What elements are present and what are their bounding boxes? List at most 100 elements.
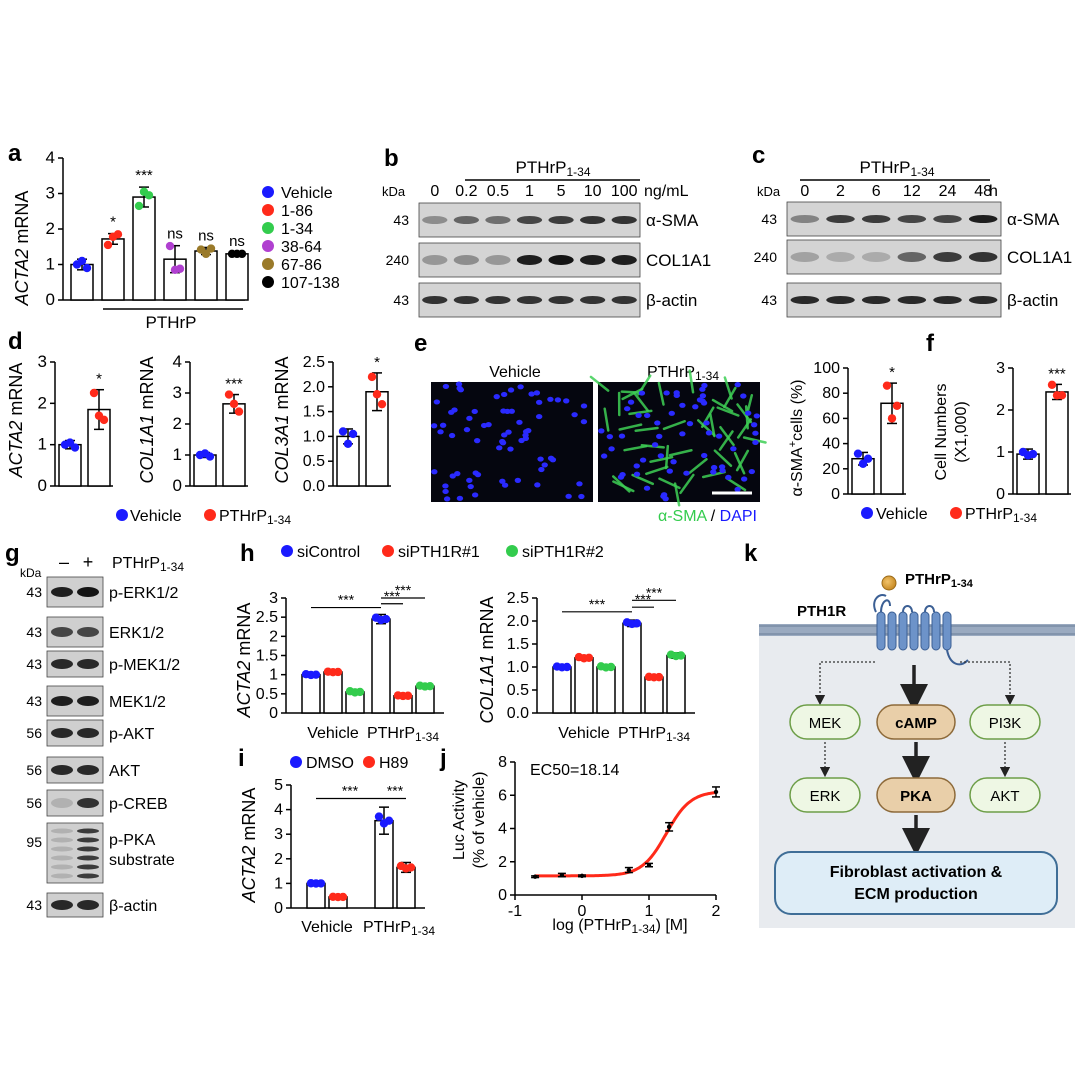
y-tick-label: 1 — [46, 255, 55, 274]
y-tick-label: 0 — [996, 486, 1005, 503]
y-tick-label: 1.5 — [507, 636, 529, 653]
y-tick-label: 1 — [269, 667, 278, 684]
y-tick-label: 20 — [822, 461, 840, 478]
lane-label: 12 — [903, 183, 921, 200]
panel-d2-ylabel: COL1A1 mRNA — [137, 356, 157, 483]
x-category-label: Vehicle — [307, 725, 359, 742]
nucleus — [501, 432, 508, 438]
nucleus — [505, 429, 512, 435]
nucleus — [668, 410, 675, 416]
data-point — [713, 789, 719, 795]
data-point — [224, 390, 234, 399]
blot-band — [77, 828, 99, 834]
nucleus — [473, 438, 481, 444]
panel-d3-ylabel: COL3A1 mRNA — [272, 356, 292, 483]
panel-h2-ylabel: COL1A1 mRNA — [477, 596, 497, 723]
blot-band — [453, 216, 479, 224]
actin-fiber — [736, 403, 753, 424]
data-point — [403, 691, 413, 700]
nucleus — [683, 470, 690, 476]
bar — [396, 866, 416, 909]
nucleus — [437, 429, 444, 435]
nucleus — [608, 446, 615, 452]
legend-label: 38-64 — [281, 239, 322, 256]
significance-label: * — [374, 354, 380, 371]
kda-marker: 95 — [26, 834, 42, 850]
nucleus — [516, 419, 523, 425]
significance-label: ns — [229, 233, 245, 250]
lane-label: 100 — [611, 183, 638, 200]
receptor-helix — [887, 611, 897, 651]
legend-dot — [262, 222, 274, 234]
nucleus — [734, 382, 741, 388]
actin-fiber — [719, 425, 735, 447]
panel-e-image-label-pthrp: PTHrP1-34 — [647, 364, 719, 383]
panel-e-vehicle-nuclei — [430, 381, 588, 502]
y-tick-label: 2 — [274, 851, 283, 868]
panel-k-ligand-label: PTHrP1-34 — [905, 571, 974, 590]
panel-letter-h: h — [240, 540, 255, 567]
legend-label: 107-138 — [281, 275, 340, 292]
nucleus — [705, 430, 713, 436]
actin-fiber — [612, 480, 635, 493]
panel-i-legend-h89-dot — [363, 756, 375, 768]
legend-dot — [262, 186, 274, 198]
legend-label: 67-86 — [281, 257, 322, 274]
y-tick-label: 4 — [274, 802, 283, 819]
blot-band — [790, 296, 820, 304]
blot-band — [516, 296, 543, 304]
panel-g-kda: kDa — [20, 566, 42, 580]
actin-fiber — [621, 387, 644, 401]
legend-dot — [281, 545, 293, 557]
blot-row-label: β-actin — [1007, 291, 1058, 310]
nucleus — [623, 406, 631, 412]
blot-band — [611, 255, 637, 265]
y-tick-label: 100 — [813, 360, 840, 377]
lane-label: 0 — [430, 183, 439, 200]
blot-band — [51, 659, 73, 669]
significance-label: * — [889, 364, 895, 381]
panel-e-image-label-vehicle: Vehicle — [489, 364, 541, 381]
receptor-helix — [876, 611, 886, 651]
nucleus — [442, 488, 449, 495]
panel-j-annotation: EC50=18.14 — [530, 762, 620, 779]
panel-g: kDa – + PTHrP1-34 43 p-ERK1/2 43 ERK1/2 43 p-… — [20, 552, 184, 918]
data-point — [144, 191, 154, 200]
y-tick-label: 2 — [996, 402, 1005, 419]
blot-band — [51, 873, 73, 879]
y-tick-label: 1.0 — [303, 428, 325, 445]
node-erk-label: ERK — [810, 788, 841, 805]
blot-band — [453, 255, 479, 265]
nucleus — [666, 468, 673, 474]
data-point — [338, 892, 348, 902]
node-erk — [789, 777, 861, 813]
data-point — [333, 667, 343, 677]
significance-label: *** — [635, 591, 652, 607]
data-point — [201, 249, 211, 259]
nucleus — [752, 430, 759, 436]
actin-fiber — [649, 455, 674, 464]
nucleus — [499, 438, 506, 445]
nucleus — [715, 433, 723, 439]
data-point — [562, 662, 572, 672]
nucleus — [657, 453, 665, 459]
legend-label: 1-34 — [281, 221, 313, 238]
blot-row-label: β-actin — [646, 291, 697, 310]
panel-letter-k: k — [744, 540, 758, 567]
panel-e-stain-caption: α-SMA / DAPI — [658, 508, 757, 525]
blot-band — [826, 215, 855, 223]
blot-row-label: MEK1/2 — [109, 694, 166, 711]
bar — [58, 443, 82, 487]
bar — [622, 622, 642, 714]
nucleus — [455, 381, 463, 387]
node-pi3k — [969, 704, 1041, 740]
lane-label: 0 — [800, 183, 809, 200]
legend-dot — [262, 204, 274, 216]
panel-letter-j: j — [440, 745, 447, 772]
blot-band — [77, 627, 99, 637]
y-tick-label: 0 — [498, 887, 507, 904]
y-tick-label: 0.5 — [256, 686, 278, 703]
blot-band — [861, 215, 891, 223]
panel-i-legend-dmso-dot — [290, 756, 302, 768]
